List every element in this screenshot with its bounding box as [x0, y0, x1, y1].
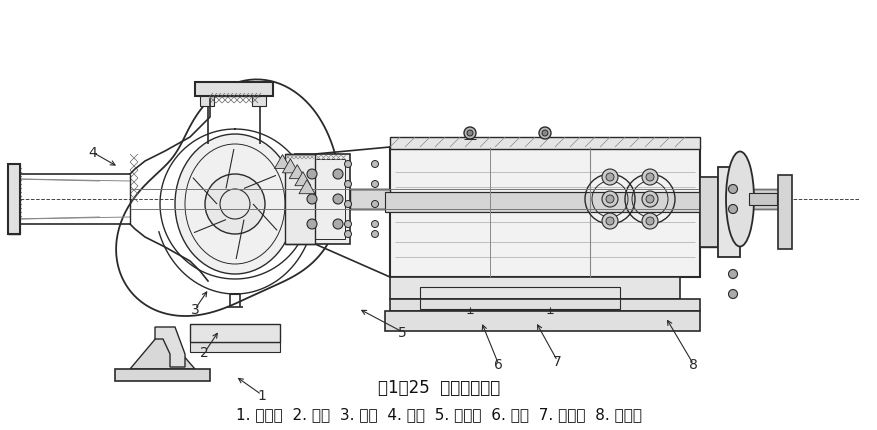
Text: 6: 6 — [494, 358, 503, 372]
Ellipse shape — [641, 169, 657, 186]
Bar — [389, 147, 699, 277]
Ellipse shape — [332, 219, 343, 230]
Ellipse shape — [307, 219, 317, 230]
Bar — [189, 342, 280, 352]
Bar — [195, 83, 273, 97]
Bar — [295, 155, 350, 244]
Ellipse shape — [728, 185, 737, 194]
Bar — [200, 97, 214, 107]
Ellipse shape — [728, 290, 737, 299]
Polygon shape — [155, 327, 185, 367]
Ellipse shape — [307, 194, 317, 205]
Bar — [350, 190, 389, 209]
Ellipse shape — [602, 214, 617, 230]
Text: 4: 4 — [88, 146, 96, 160]
Polygon shape — [298, 180, 315, 194]
Ellipse shape — [175, 135, 295, 274]
Ellipse shape — [371, 181, 378, 188]
Ellipse shape — [605, 218, 613, 225]
Text: 8: 8 — [688, 358, 697, 372]
Ellipse shape — [645, 218, 653, 225]
Ellipse shape — [332, 169, 343, 180]
Ellipse shape — [645, 196, 653, 203]
Ellipse shape — [307, 169, 317, 180]
Bar — [389, 299, 699, 311]
Ellipse shape — [371, 221, 378, 228]
Ellipse shape — [605, 174, 613, 181]
Bar — [8, 165, 20, 234]
Ellipse shape — [641, 214, 657, 230]
Polygon shape — [282, 160, 298, 173]
Bar — [389, 138, 699, 150]
Ellipse shape — [344, 231, 351, 238]
Ellipse shape — [725, 152, 753, 247]
Bar — [115, 369, 210, 381]
Text: 7: 7 — [553, 354, 561, 368]
Ellipse shape — [371, 231, 378, 238]
Ellipse shape — [602, 169, 617, 186]
Polygon shape — [275, 155, 290, 169]
Ellipse shape — [605, 196, 613, 203]
Ellipse shape — [728, 205, 737, 214]
Bar — [747, 190, 782, 209]
Text: 图1－25  污水泵结构图: 图1－25 污水泵结构图 — [377, 378, 500, 396]
Ellipse shape — [463, 128, 475, 140]
Bar — [384, 311, 699, 331]
Text: 1. 压水室  2. 叶轮  3. 泵体  4. 支架  5. 背叶片  6. 泵轴  7. 轴承体  8. 联轴器: 1. 压水室 2. 叶轮 3. 泵体 4. 支架 5. 背叶片 6. 泵轴 7.… — [236, 406, 641, 421]
Ellipse shape — [641, 191, 657, 208]
Bar — [189, 324, 280, 342]
Ellipse shape — [541, 131, 547, 137]
Bar — [699, 178, 717, 247]
Bar — [384, 193, 699, 212]
Text: 1: 1 — [257, 388, 266, 402]
Polygon shape — [130, 331, 195, 369]
Ellipse shape — [344, 181, 351, 188]
Text: 2: 2 — [200, 346, 209, 359]
Text: 5: 5 — [397, 325, 406, 339]
Ellipse shape — [344, 201, 351, 208]
Bar — [419, 287, 619, 309]
Polygon shape — [295, 172, 310, 186]
Ellipse shape — [467, 131, 473, 137]
Ellipse shape — [645, 174, 653, 181]
Ellipse shape — [332, 194, 343, 205]
Ellipse shape — [371, 161, 378, 168]
Bar — [300, 160, 345, 240]
Bar — [285, 155, 315, 244]
Ellipse shape — [344, 221, 351, 228]
Bar — [717, 168, 739, 258]
Ellipse shape — [728, 270, 737, 279]
Bar — [389, 277, 679, 299]
Bar — [10, 168, 18, 231]
Bar — [252, 97, 266, 107]
Ellipse shape — [344, 161, 351, 168]
Polygon shape — [289, 165, 305, 179]
Text: 3: 3 — [190, 303, 199, 316]
Ellipse shape — [204, 175, 265, 234]
Ellipse shape — [538, 128, 551, 140]
Ellipse shape — [602, 191, 617, 208]
Bar — [777, 175, 791, 249]
Ellipse shape — [371, 201, 378, 208]
Bar — [748, 194, 776, 206]
